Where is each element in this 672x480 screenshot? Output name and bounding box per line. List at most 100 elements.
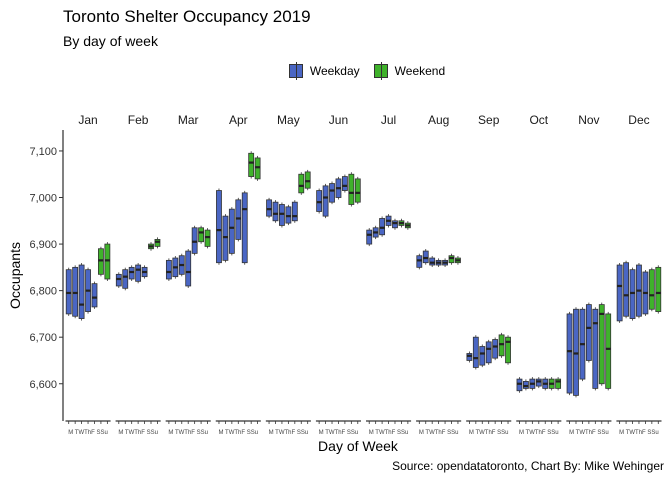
box-apr-f [241,192,248,264]
legend-item-weekday: Weekday [288,62,360,80]
box-mar-s [198,227,205,243]
y-tick-label: 6,600 [29,379,57,391]
facet-label-feb: Feb [128,113,149,127]
box-nov-m [566,313,573,394]
box-mar-th [185,250,192,287]
day-tick-labels: M TWThF SSu [569,430,609,436]
box-oct-su [555,378,562,389]
box-sep-f [492,339,499,359]
day-tick-labels: M TWThF SSu [619,430,659,436]
box-feb-m [115,273,122,287]
box-mar-su [204,229,211,247]
legend: Weekday Weekend [0,62,672,80]
day-tick-labels: M TWThF SSu [68,430,108,436]
box-dec-m [616,264,623,322]
box-jun-w [329,183,335,203]
box-nov-f [592,308,599,389]
facet-label-oct: Oct [529,113,548,127]
box-aug-s [448,255,455,264]
box-jul-f [392,220,398,229]
box-nov-t [573,308,579,396]
box-feb-w [128,266,135,280]
box-may-f [291,201,298,222]
facet-label-jul: Jul [381,113,396,127]
box-jun-su [354,178,361,203]
box-sep-th [485,341,492,364]
box-sep-w [479,346,486,366]
box-jan-su [104,243,111,280]
box-jul-m [366,229,373,245]
x-axis-title: Day of Week [318,438,399,454]
box-mar-m [165,259,172,280]
day-tick-labels: M TWThF SSu [419,430,459,436]
facet-label-nov: Nov [578,113,599,127]
box-may-w [279,204,285,226]
box-sep-t [472,336,479,368]
legend-key-weekend [373,62,388,80]
box-sep-m [466,353,473,361]
box-may-s [298,173,305,194]
box-aug-m [416,255,423,268]
box-nov-s [598,304,605,385]
box-feb-t [122,269,129,289]
facet-label-apr: Apr [229,113,248,127]
box-dec-su [655,266,662,312]
box-may-m [266,199,272,217]
facet-label-dec: Dec [628,113,649,127]
box-feb-su [154,239,161,247]
chart-subtitle: By day of week [63,33,158,49]
day-tick-labels: M TWThF SSu [369,430,409,436]
day-tick-labels: M TWThF SSu [519,430,559,436]
y-tick-label: 7,000 [29,193,57,205]
day-tick-labels: M TWThF SSu [219,430,259,436]
y-tick-label: 7,100 [29,146,57,158]
box-jun-s [348,173,355,205]
box-dec-t [623,262,629,317]
day-tick-labels: M TWThF SSu [319,430,359,436]
day-tick-labels: M TWThF SSu [469,430,509,436]
y-tick-label: 6,700 [29,332,57,344]
box-jan-w [78,264,85,319]
box-apr-m [216,190,222,264]
y-tick-label: 6,800 [29,286,57,298]
box-jun-f [341,176,348,191]
day-tick-labels: M TWThF SSu [168,430,208,436]
box-nov-su [605,313,612,389]
box-apr-s [248,152,255,177]
legend-key-weekday [288,62,303,80]
box-may-t [272,201,279,222]
box-oct-th [535,378,542,387]
y-axis-title: Occupants [7,242,23,309]
box-nov-th [585,304,592,361]
box-apr-w [228,208,235,254]
box-jan-s [98,248,104,275]
box-jan-f [91,283,98,308]
chart-title: Toronto Shelter Occupancy 2019 [63,7,311,26]
box-dec-s [648,269,655,310]
chart-caption: Source: opendatatoronto, Chart By: Mike … [392,459,664,473]
box-apr-su [254,157,261,180]
box-apr-t [222,215,229,261]
box-oct-t [522,381,529,389]
legend-label-weekend: Weekend [394,64,446,78]
box-jan-t [72,266,79,317]
box-oct-m [516,378,523,392]
facet-label-mar: Mar [178,113,199,127]
box-mar-f [191,227,198,254]
day-tick-labels: M TWThF SSu [118,430,158,436]
box-apr-th [235,199,242,240]
box-feb-th [135,264,142,282]
box-aug-w [429,257,436,266]
legend-label-weekday: Weekday [309,64,360,78]
facet-label-may: May [277,113,300,127]
box-aug-t [422,250,429,264]
facet-label-sep: Sep [478,113,500,127]
box-jun-t [322,185,329,217]
facet-label-jun: Jun [329,113,348,127]
facet-label-aug: Aug [428,113,449,127]
y-tick-label: 6,900 [29,239,57,251]
facet-label-jan: Jan [78,113,97,127]
box-may-th [285,206,292,224]
day-tick-labels: M TWThF SSu [269,430,309,436]
